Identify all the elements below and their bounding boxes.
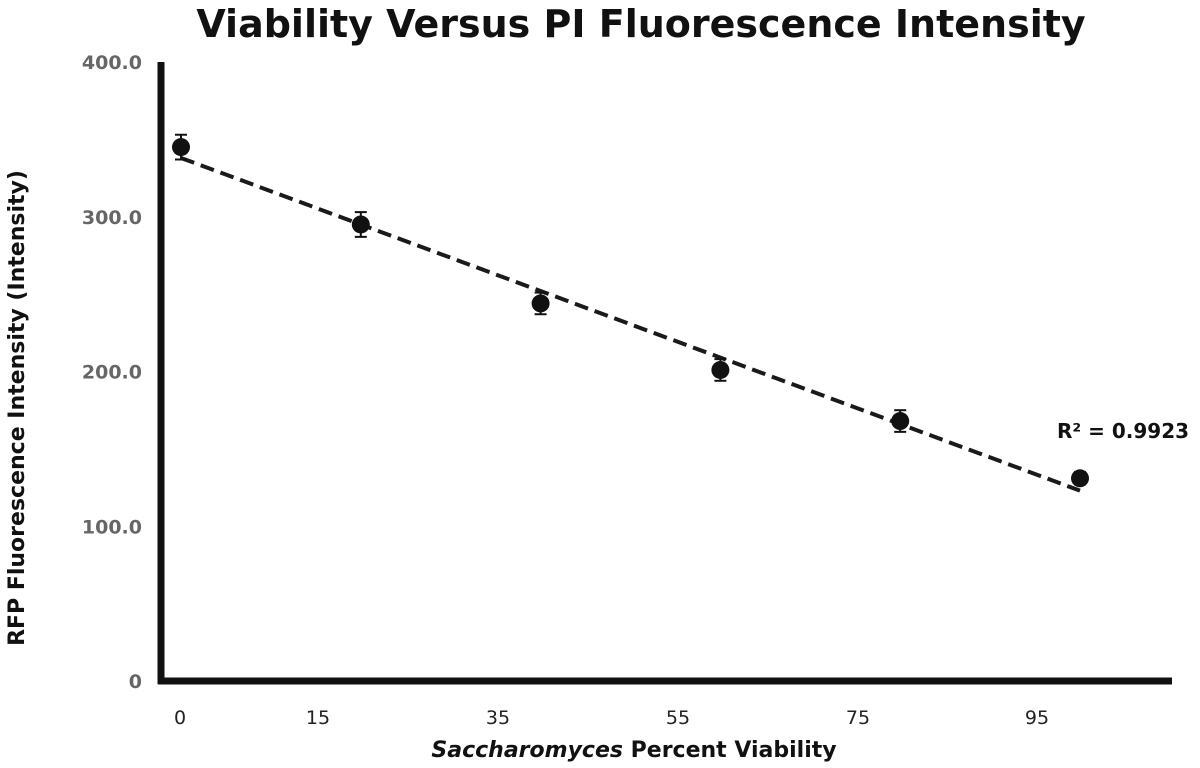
x-tick-label: 35 — [486, 707, 510, 729]
x-tick-label: 15 — [306, 707, 330, 729]
r-squared-annotation: R² = 0.9923 — [1057, 419, 1189, 443]
data-point — [1071, 469, 1089, 488]
chart-title: Viability Versus PI Fluorescence Intensi… — [196, 2, 1086, 46]
y-tick-label: 0 — [129, 671, 142, 693]
y-axis-label: RFP Fluorescence Intensity (Intensity) — [5, 170, 30, 646]
data-point — [531, 294, 550, 313]
x-tick-label: 95 — [1025, 707, 1049, 729]
x-axis-label-rest: Percent Viability — [623, 738, 837, 763]
x-tick-label: 0 — [174, 707, 186, 729]
x-tick-label: 75 — [846, 707, 870, 729]
data-point — [891, 412, 910, 431]
x-tick-label: 55 — [666, 707, 690, 729]
x-axis-ticks: 0 15 35 55 75 95 — [174, 707, 1049, 729]
y-tick-label: 200.0 — [82, 362, 142, 384]
x-axis-label: Saccharomyces Percent Viability — [431, 738, 836, 763]
y-axis-ticks: 0 100.0 200.0 300.0 400.0 — [82, 52, 142, 693]
data-points — [172, 133, 1089, 488]
y-tick-label: 300.0 — [82, 207, 142, 229]
data-point — [172, 138, 190, 157]
y-tick-label: 400.0 — [82, 52, 142, 74]
data-point — [351, 215, 370, 234]
data-point — [711, 360, 730, 379]
trendline — [180, 156, 1081, 493]
x-axis-label-italic: Saccharomyces — [431, 738, 623, 763]
y-tick-label: 100.0 — [82, 516, 142, 538]
